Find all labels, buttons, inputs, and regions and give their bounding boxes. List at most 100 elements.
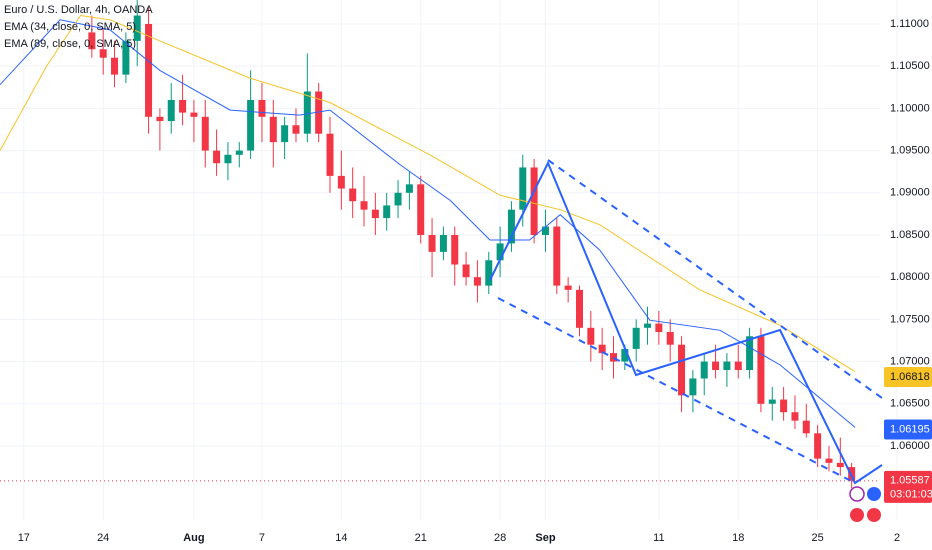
- x-tick-label: 21: [415, 532, 427, 544]
- candle-body: [553, 226, 561, 286]
- candle-body: [145, 23, 153, 117]
- y-tick-label: 1.08500: [890, 229, 930, 241]
- x-tick-label: Aug: [183, 532, 204, 544]
- candle-body: [655, 323, 663, 333]
- candle-body: [451, 234, 459, 265]
- indicators: [0, 14, 856, 428]
- candle-body: [598, 344, 606, 354]
- price-label-bg: [884, 419, 932, 440]
- y-tick-label: 1.06000: [890, 440, 930, 452]
- candle-body: [122, 40, 130, 75]
- candle-body: [712, 361, 720, 371]
- candle-body: [575, 289, 583, 328]
- icon[interactable]: [867, 508, 881, 522]
- candle-body: [383, 205, 391, 219]
- candle-body: [621, 348, 629, 362]
- candle-body: [587, 327, 595, 345]
- candle-body: [700, 361, 708, 379]
- price-label-bg: [884, 366, 932, 387]
- icon[interactable]: [850, 508, 864, 522]
- candle-body: [269, 116, 277, 143]
- icon[interactable]: [867, 487, 881, 501]
- y-tick-label: 1.10000: [890, 102, 930, 114]
- y-tick-label: 1.06500: [890, 398, 930, 410]
- candle-body: [791, 412, 799, 421]
- legend-entry: EMA (89, close, 0, SMA, 5): [4, 38, 136, 50]
- candle-body: [133, 15, 141, 41]
- candle-body: [201, 116, 209, 151]
- candles: [88, 0, 856, 489]
- candle-body: [473, 277, 481, 286]
- x-tick-label: 25: [812, 532, 824, 544]
- drawings: [489, 159, 883, 485]
- candle-body: [746, 336, 754, 371]
- candle-body: [632, 327, 640, 349]
- candle-body: [337, 175, 345, 189]
- candle-body: [780, 399, 788, 413]
- candle-body: [349, 188, 357, 202]
- y-tick-label: 1.07500: [890, 313, 930, 325]
- candle-body: [111, 57, 119, 75]
- candle-body: [167, 99, 175, 122]
- candle-body: [644, 323, 652, 328]
- candle-body: [281, 125, 289, 143]
- candle-body: [417, 184, 425, 235]
- candle-body: [315, 91, 323, 134]
- candle-body: [485, 260, 493, 286]
- axes: 1.11000 1.10500 1.10000 1.09500 1.09000 1.085…: [0, 18, 932, 503]
- legend-entry: EMA (34, close, 0, SMA, 5): [4, 21, 136, 33]
- y-tick-label: 1.09000: [890, 187, 930, 199]
- chart-title: Euro / U.S. Dollar, 4h, OANDA: [4, 4, 153, 16]
- candle-body: [689, 378, 697, 396]
- candle-body: [179, 99, 187, 113]
- time-axis: 17 24 Aug 7 14 21 28 Sep 11 18 25 2: [18, 532, 900, 544]
- candle-body: [371, 209, 379, 219]
- x-tick-label: 18: [732, 532, 744, 544]
- y-tick-label: 1.11000: [890, 18, 929, 30]
- candle-body: [247, 99, 255, 151]
- candle-body: [88, 32, 96, 50]
- candle-body: [360, 201, 368, 210]
- price-label: 1.06818: [890, 371, 930, 383]
- candle-body: [564, 285, 572, 290]
- ema-line: [0, 14, 856, 373]
- countdown: 03:01:03: [890, 489, 932, 501]
- candle-body: [462, 264, 470, 278]
- candle-body: [507, 209, 515, 244]
- ema-line: [0, 19, 856, 428]
- candle-body: [156, 116, 164, 122]
- price-label: 1.06195: [890, 423, 930, 435]
- candle-body: [519, 167, 527, 210]
- channel-line: [497, 297, 856, 484]
- zigzag: [489, 160, 883, 485]
- candle-body: [814, 433, 822, 459]
- candle-body: [224, 154, 232, 164]
- y-tick-label: 1.07000: [890, 355, 930, 367]
- candle-body: [768, 399, 776, 404]
- candle-body: [326, 133, 334, 176]
- candle-body: [802, 420, 810, 434]
- candle-body: [292, 125, 300, 134]
- candle-body: [723, 361, 731, 371]
- candle-body: [757, 336, 765, 404]
- candle-body: [439, 234, 447, 252]
- legend: Euro / U.S. Dollar, 4h, OANDA EMA (34, c…: [4, 4, 153, 50]
- candle-body: [825, 458, 833, 463]
- candle-body: [99, 49, 107, 58]
- channel-line: [547, 159, 883, 399]
- price-label-bg: [884, 470, 932, 503]
- candle-body: [235, 150, 243, 155]
- price-label: 1.05587: [890, 475, 930, 487]
- candle-body: [405, 184, 413, 193]
- icon[interactable]: [849, 486, 865, 502]
- x-tick-label: 11: [653, 532, 664, 544]
- grid: [0, 0, 898, 520]
- candle-body: [303, 91, 311, 134]
- candle-body: [678, 344, 686, 396]
- x-tick-label: 17: [18, 532, 30, 544]
- candle-body: [836, 462, 844, 468]
- x-tick-label: 2: [894, 532, 900, 544]
- candle-body: [258, 99, 266, 117]
- x-tick-label: 28: [494, 532, 506, 544]
